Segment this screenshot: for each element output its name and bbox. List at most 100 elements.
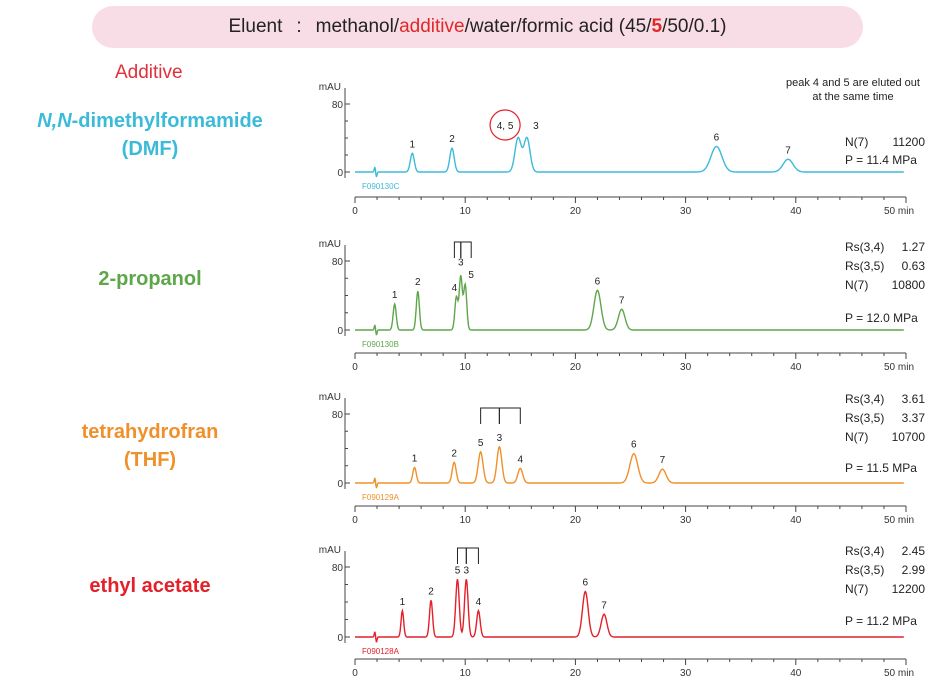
stat-value: 10800 [892, 278, 926, 292]
x-tick-label: 10 [460, 668, 472, 679]
y-tick-label: 0 [337, 326, 343, 337]
y-tick-label: 80 [332, 257, 344, 268]
label-dmf: N,N-dimethylformamide (DMF) [0, 107, 300, 163]
peak-label: 1 [400, 597, 406, 608]
peak-label: 3 [464, 565, 470, 576]
x-tick-label: 20 [570, 362, 582, 373]
eluent-label: Eluent [228, 16, 283, 37]
peak-label: 2 [451, 448, 457, 459]
stat-label: N(7) [845, 278, 868, 292]
sample-code: F090130C [362, 182, 400, 191]
stat-value: 2.99 [902, 563, 926, 577]
resolution-bracket [456, 547, 467, 564]
peak-label: 2 [428, 586, 434, 597]
label-thf: tetrahydrofran (THF) [0, 418, 300, 474]
resolution-bracket [460, 241, 472, 258]
x-tick-label: 50 min [884, 362, 914, 373]
stat-label: P = 11.4 MPa [845, 153, 917, 167]
peak-label: 6 [595, 276, 601, 287]
x-tick-label: 10 [460, 206, 472, 217]
peak-label: 6 [583, 578, 589, 589]
stat-label: N(7) [845, 135, 868, 149]
chart-panel-2: mAU 0 80 0 10 20 30 40 50 min F090130B 1 2 4 35 6 7 Rs(3… [319, 239, 926, 373]
x-tick-label: 40 [790, 668, 802, 679]
peak-label: 7 [660, 455, 666, 466]
eluent-middle: /water/formic acid (45/ [464, 16, 652, 37]
label-dmf-line2: (DMF) [121, 138, 179, 160]
eluent-prefix: methanol/ [315, 16, 400, 37]
sample-code: F090130B [362, 340, 399, 349]
eluent-highlight-number: 5 [651, 16, 663, 37]
stat-label: N(7) [845, 430, 868, 444]
label-ethyl-acetate: ethyl acetate [89, 575, 211, 597]
resolution-bracket [498, 407, 521, 424]
peak-label: 4 [518, 454, 524, 465]
peak-label: 1 [410, 139, 416, 150]
x-tick-label: 30 [680, 668, 692, 679]
y-tick-label: 80 [332, 410, 344, 421]
y-tick-label: 0 [337, 168, 343, 179]
x-tick-label: 40 [790, 362, 802, 373]
stat-label: Rs(3,4) [845, 392, 884, 406]
x-tick-label: 50 min [884, 668, 914, 679]
peak-label: 3 [497, 433, 503, 444]
stat-value: 0.63 [902, 259, 926, 273]
y-axis-label: mAU [319, 82, 341, 93]
stat-label: Rs(3,4) [845, 240, 884, 254]
y-axis-label: mAU [319, 239, 341, 250]
chart-panel-3: mAU 0 80 0 10 20 30 40 50 min F090129A 1 2 5 3 4 6 7 Rs(3… [319, 392, 926, 526]
peak-label: 5 [468, 270, 474, 281]
x-tick-label: 30 [680, 515, 692, 526]
y-axis-label: mAU [319, 392, 341, 403]
stat-value: 12200 [892, 582, 926, 596]
x-tick-label: 50 min [884, 515, 914, 526]
x-tick-label: 30 [680, 206, 692, 217]
x-tick-label: 10 [460, 362, 472, 373]
x-tick-label: 0 [352, 668, 358, 679]
stat-value: 3.61 [902, 392, 926, 406]
x-tick-label: 0 [352, 362, 358, 373]
x-tick-label: 0 [352, 206, 358, 217]
eluent-colon: : [296, 16, 302, 37]
peak-label: 2 [449, 134, 455, 145]
stat-label: Rs(3,4) [845, 544, 884, 558]
peak-label: 1 [392, 290, 398, 301]
chromatogram-trace [355, 275, 904, 336]
peak-label: 6 [631, 440, 637, 451]
additive-header: Additive [115, 62, 183, 83]
stat-label: Rs(3,5) [845, 563, 884, 577]
resolution-bracket [480, 407, 500, 424]
sample-code: F090129A [362, 493, 400, 502]
peak-label: 3 [458, 258, 464, 269]
x-tick-label: 20 [570, 668, 582, 679]
sample-code: F090128A [362, 647, 400, 656]
stat-label: Rs(3,5) [845, 259, 884, 273]
y-axis-label: mAU [319, 545, 341, 556]
peak-label: 7 [785, 145, 791, 156]
stat-label: P = 12.0 MPa [845, 311, 918, 325]
x-tick-label: 30 [680, 362, 692, 373]
eluent-banner: Eluent : methanol/additive/water/formic … [92, 6, 863, 48]
y-tick-label: 0 [337, 479, 343, 490]
x-tick-label: 40 [790, 515, 802, 526]
label-propanol: 2-propanol [98, 268, 202, 290]
peak-label: 7 [619, 295, 625, 306]
y-tick-label: 80 [332, 100, 344, 111]
x-tick-label: 20 [570, 206, 582, 217]
stat-label: P = 11.5 MPa [845, 461, 917, 475]
stat-value: 10700 [892, 430, 926, 444]
peak-label: 7 [601, 600, 607, 611]
chromatogram-trace [355, 445, 904, 489]
stat-value: 3.37 [902, 411, 926, 425]
x-tick-label: 40 [790, 206, 802, 217]
peak-label: 4 [452, 283, 458, 294]
peak-label: 3 [533, 121, 539, 132]
note-line: at the same time [812, 91, 893, 103]
resolution-bracket [465, 547, 479, 564]
eluent-suffix: /50/0.1) [662, 16, 727, 37]
stat-value: 1.27 [902, 240, 926, 254]
stat-label: N(7) [845, 582, 868, 596]
stat-label: P = 11.2 MPa [845, 614, 917, 628]
peak-label: 4, 5 [497, 121, 514, 132]
